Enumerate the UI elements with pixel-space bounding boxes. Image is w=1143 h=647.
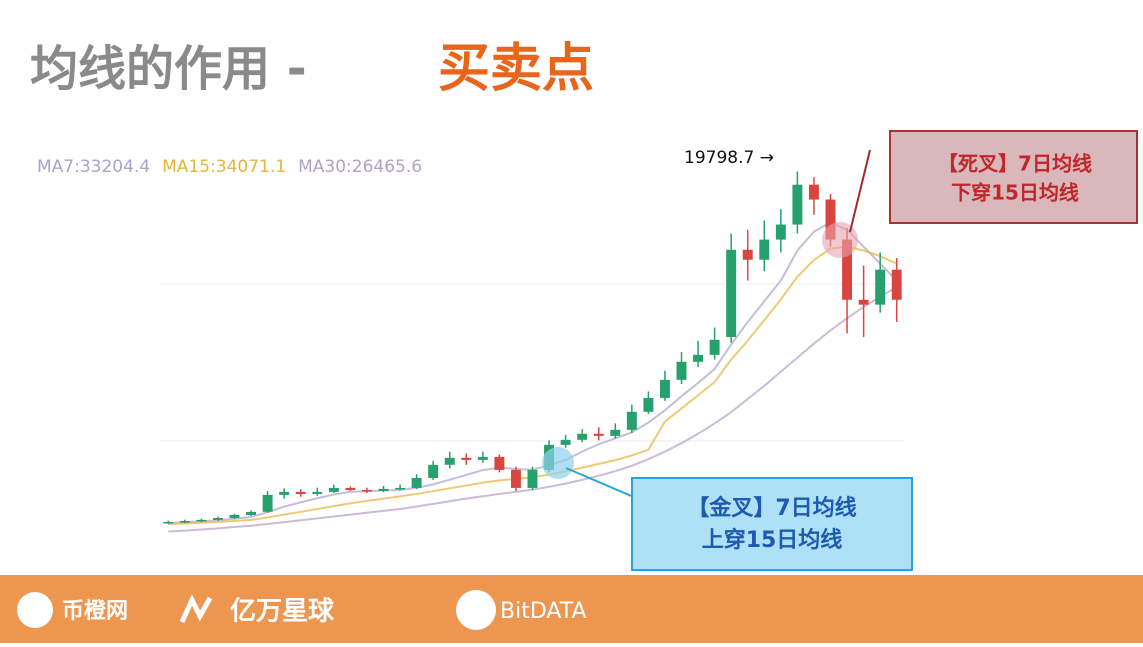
candle-body: [428, 464, 439, 478]
candle-body: [643, 397, 654, 412]
candle-body: [295, 491, 306, 494]
candle-body: [361, 489, 372, 492]
candle-body: [527, 469, 538, 488]
candle-body: [560, 439, 571, 445]
legend-entry: MA7:33204.4: [37, 157, 150, 177]
candle-body: [858, 299, 869, 305]
pointer: [565, 467, 637, 499]
candle-body: [875, 269, 886, 305]
legend-entry: MA15:34071.1: [162, 157, 286, 177]
title-highlight: 买卖点: [438, 39, 594, 99]
candle-body: [163, 521, 174, 524]
candle-body: [345, 487, 356, 490]
candle-body: [610, 429, 621, 436]
candle-body: [676, 361, 687, 380]
annotation: 下穿15日均线: [951, 181, 1079, 205]
candle-body: [510, 469, 521, 488]
golden-cross-marker: [542, 447, 574, 479]
title-main: 均线的作用 -: [30, 41, 307, 97]
candle-body: [577, 433, 588, 440]
candle-body: [395, 487, 406, 490]
candle-body: [279, 491, 290, 495]
candle-body: [759, 239, 770, 260]
candle-body: [808, 184, 819, 200]
candle-body: [312, 491, 323, 494]
logo-icon: [456, 590, 496, 630]
candle-body: [411, 477, 422, 488]
annotation: 上穿15日均线: [702, 527, 843, 553]
candle-body: [246, 511, 257, 515]
golden-cross-box: [631, 477, 913, 571]
death-cross-marker: [822, 222, 858, 258]
plot: [163, 171, 902, 533]
candle-body: [842, 239, 853, 300]
annotation: 【死叉】7日均线: [938, 152, 1092, 176]
logo-icon: [179, 594, 213, 624]
candle-body: [196, 519, 207, 522]
candle-body: [328, 487, 339, 492]
candle-body: [825, 199, 836, 240]
candle-body: [775, 224, 786, 240]
candle-body: [742, 249, 753, 260]
candle-body: [461, 457, 472, 460]
candle-body: [792, 184, 803, 225]
footer-logo: 亿万星球: [230, 597, 335, 627]
candle-body: [494, 456, 505, 470]
candle-body: [262, 494, 273, 512]
death-cross-box: [889, 130, 1138, 224]
candle-body: [179, 521, 190, 523]
candle-body: [693, 354, 704, 362]
candle-body: [726, 249, 737, 337]
candle-body: [444, 457, 455, 465]
pointer: [849, 149, 871, 233]
footer-logo: 币橙网: [62, 599, 128, 624]
candle-body: [378, 488, 389, 491]
annotation: 【金叉】7日均线: [687, 495, 856, 521]
candle-body: [659, 379, 670, 398]
legend-entry: MA30:26465.6: [298, 157, 422, 177]
footer-logo: BitDATA: [500, 599, 587, 624]
candle-body: [477, 456, 488, 460]
candle-body: [212, 518, 223, 520]
logo-icon: [17, 592, 53, 628]
candle-body: [229, 514, 240, 519]
candle-body: [593, 433, 604, 436]
candle-body: [626, 411, 637, 430]
candle-body: [709, 339, 720, 355]
candle-body: [891, 269, 902, 300]
peak-label: 19798.7 →: [684, 148, 774, 168]
